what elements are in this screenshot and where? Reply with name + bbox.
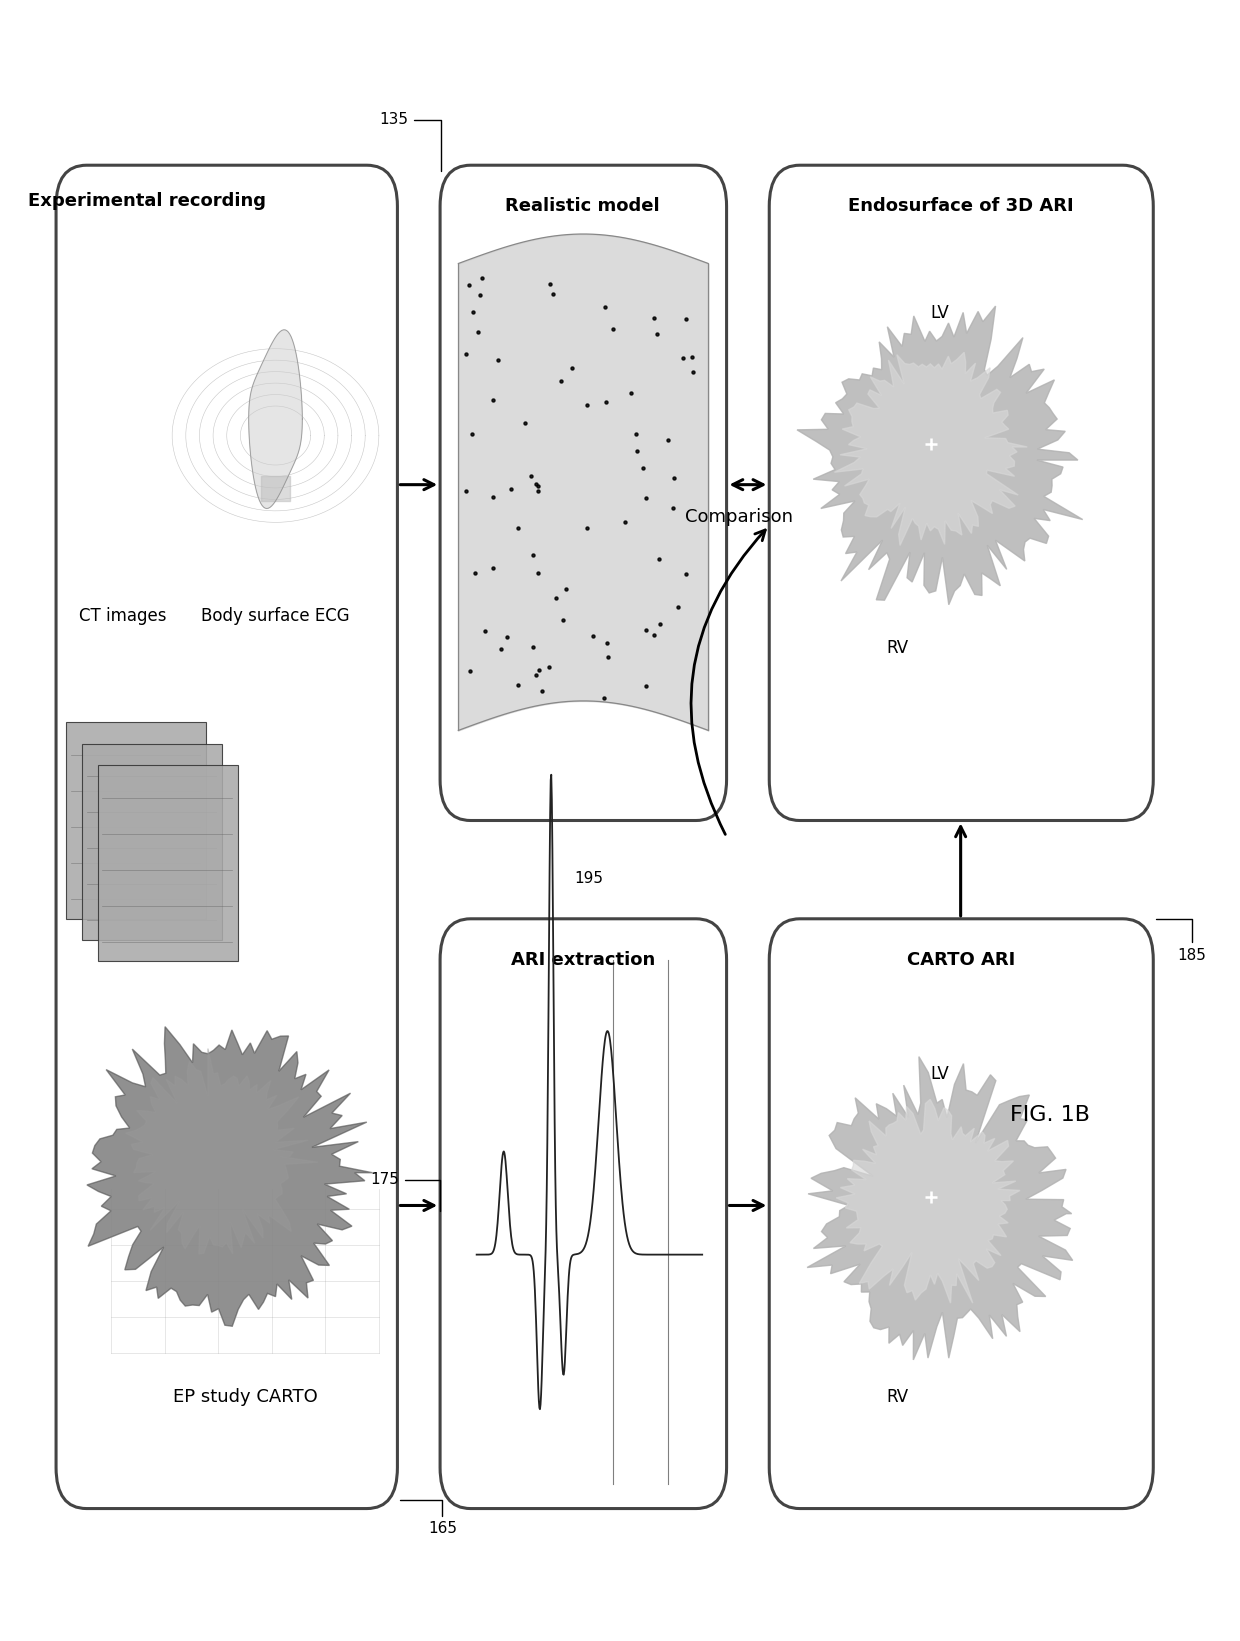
Text: 175: 175 [371,1172,440,1211]
FancyBboxPatch shape [56,166,397,1508]
Text: EP study CARTO: EP study CARTO [172,1388,317,1406]
Polygon shape [87,1027,372,1326]
Text: LV: LV [930,1065,950,1083]
FancyBboxPatch shape [98,765,238,962]
Text: FIG. 1B: FIG. 1B [1009,1106,1090,1126]
Polygon shape [249,330,303,509]
Text: 185: 185 [1156,919,1207,963]
FancyBboxPatch shape [769,919,1153,1508]
Text: 195: 195 [574,871,603,886]
Text: Comparison: Comparison [684,509,792,527]
Text: LV: LV [930,304,950,322]
Text: 135: 135 [379,112,441,171]
Polygon shape [836,1099,1021,1303]
Polygon shape [835,353,1027,545]
Text: RV: RV [887,640,909,658]
Polygon shape [797,307,1083,606]
FancyBboxPatch shape [440,166,727,820]
Polygon shape [807,1057,1073,1360]
FancyBboxPatch shape [66,722,206,919]
Text: ARI extraction: ARI extraction [511,950,655,968]
Text: Realistic model: Realistic model [506,197,660,215]
Text: Body surface ECG: Body surface ECG [201,607,350,625]
FancyBboxPatch shape [82,743,222,940]
Text: RV: RV [887,1388,909,1406]
Text: CARTO ARI: CARTO ARI [906,950,1014,968]
Text: Endosurface of 3D ARI: Endosurface of 3D ARI [848,197,1074,215]
Text: 165: 165 [401,1500,456,1536]
Text: Experimental recording: Experimental recording [29,192,267,210]
FancyBboxPatch shape [440,919,727,1508]
FancyBboxPatch shape [769,166,1153,820]
Polygon shape [125,1049,317,1254]
Text: CT images: CT images [79,607,167,625]
